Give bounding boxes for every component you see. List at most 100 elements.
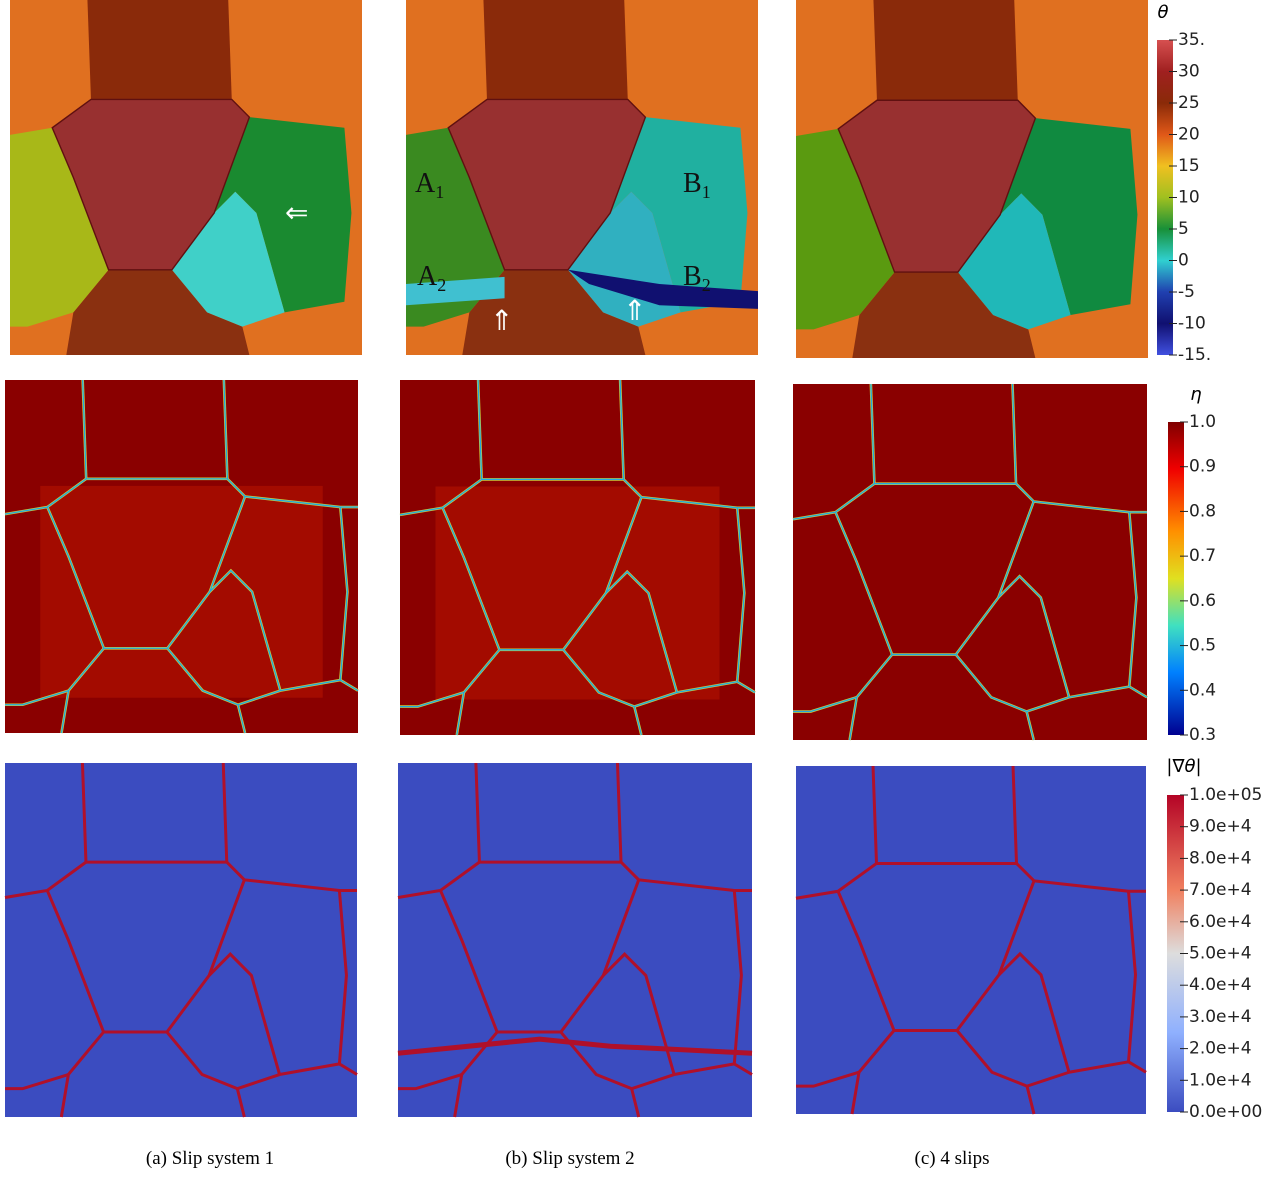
boundary: [223, 763, 227, 862]
grain: [610, 117, 748, 313]
tick-label: 0.8: [1189, 501, 1216, 521]
boundary: [83, 380, 87, 479]
panel: [796, 766, 1146, 1114]
grain: [852, 272, 1036, 358]
tick-label: 30: [1178, 62, 1200, 82]
boundary: [617, 763, 621, 862]
boundary: [1027, 712, 1034, 740]
boundary: [227, 479, 358, 507]
boundary: [5, 1075, 68, 1089]
boundary: [1016, 484, 1147, 512]
boundary: [440, 890, 497, 1032]
panel: [406, 0, 758, 355]
grain: [483, 0, 628, 100]
tick-label: 1.0: [1189, 412, 1216, 432]
boundary: [1027, 1086, 1034, 1114]
boundary: [793, 697, 857, 711]
boundary: [603, 954, 674, 1074]
annotation: ⇑: [623, 296, 646, 327]
boundary: [734, 890, 752, 1074]
grain: [214, 117, 352, 313]
tick-label: 20: [1178, 125, 1200, 145]
tick-label: 7.0e+4: [1189, 880, 1252, 900]
boundary: [1012, 384, 1016, 484]
boundary: [793, 484, 874, 520]
grain: [171, 191, 285, 327]
boundary: [1129, 512, 1147, 697]
tick-label: 10: [1178, 188, 1200, 208]
boundary: [871, 384, 875, 484]
tick-label: 35.: [1178, 30, 1205, 50]
annotation-sub: 1: [435, 182, 444, 202]
panel: [5, 763, 357, 1117]
grain: [51, 98, 251, 271]
annotation-sub: 2: [702, 275, 711, 295]
grain: [87, 0, 232, 100]
tick-label: 0.9: [1189, 457, 1216, 477]
grain: [66, 269, 250, 355]
grain: [957, 193, 1071, 330]
boundary: [478, 380, 482, 479]
boundary: [1017, 863, 1147, 891]
tick-label: 5: [1178, 219, 1189, 239]
tick-label: -15.: [1178, 345, 1211, 365]
boundary: [621, 862, 752, 890]
background: [793, 384, 1147, 740]
tick-label: 0: [1178, 251, 1189, 271]
boundary: [1069, 1062, 1129, 1072]
tick-label: 25: [1178, 93, 1200, 113]
annotation-text: ⇑: [623, 296, 646, 327]
tick-label: 0.3: [1189, 725, 1216, 745]
boundary: [400, 692, 464, 706]
background: [5, 763, 357, 1117]
tick-label: 1.0e+05: [1189, 785, 1262, 805]
background: [398, 763, 752, 1117]
panel: [793, 384, 1147, 740]
background: [796, 766, 1146, 1114]
tick-label: 4.0e+4: [1189, 975, 1252, 995]
boundary: [167, 1032, 280, 1089]
annotation-text: B: [683, 261, 702, 292]
boundary: [737, 508, 755, 693]
boundary: [563, 650, 677, 707]
boundary: [632, 1089, 639, 1117]
annotation-text: ⇐: [285, 198, 308, 229]
boundary: [280, 680, 340, 691]
grain: [873, 0, 1018, 101]
tick-label: 15: [1178, 156, 1200, 176]
annotation-sub: 1: [702, 182, 711, 202]
grain: [796, 128, 895, 330]
grain: [10, 127, 109, 327]
boundary: [47, 890, 103, 1032]
tick-label: 2.0e+4: [1189, 1039, 1252, 1059]
boundary: [998, 576, 1069, 697]
boundary: [873, 766, 877, 863]
boundary: [999, 954, 1069, 1072]
boundary: [561, 1032, 674, 1089]
grain: [1000, 118, 1138, 316]
boundary: [838, 891, 894, 1030]
boundary: [340, 507, 358, 691]
boundary: [1129, 891, 1147, 1072]
tick-label: 9.0e+4: [1189, 817, 1252, 837]
boundary: [82, 763, 86, 862]
boundary: [5, 479, 86, 514]
boundary: [210, 571, 281, 691]
tick-label: 0.6: [1189, 591, 1216, 611]
colorbar: [1157, 40, 1173, 355]
caption: (a) Slip system 1: [146, 1148, 274, 1169]
tick-label: 0.7: [1189, 546, 1216, 566]
boundary: [400, 479, 482, 515]
boundary: [280, 1064, 340, 1075]
boundary: [1069, 687, 1129, 698]
boundary: [624, 479, 755, 507]
colorbar-title: |∇θ|: [1166, 756, 1201, 777]
annotation-sub: 2: [437, 275, 446, 295]
annotation: B1: [683, 168, 711, 202]
panel: [10, 0, 362, 355]
background: [5, 380, 358, 733]
band: [567, 269, 758, 309]
background: [435, 486, 720, 700]
annotation-text: A: [415, 168, 436, 199]
